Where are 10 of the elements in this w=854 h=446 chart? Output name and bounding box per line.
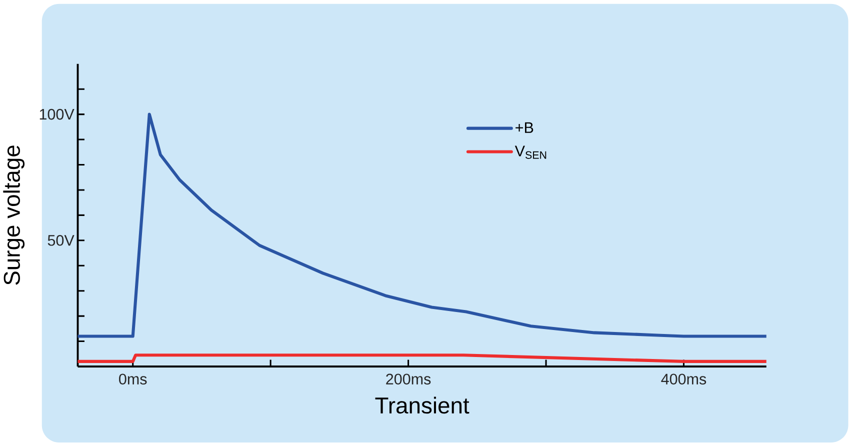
y-tick-label: 100V — [40, 108, 74, 120]
legend-label: V$_{SEN}$ — [514, 146, 546, 159]
line-series — [78, 112, 766, 338]
x-tick-label: 0ms — [119, 374, 147, 384]
x-tick-label: 200ms — [386, 374, 431, 384]
x-tick-label: 400ms — [661, 374, 706, 384]
y-tick-label: 50V — [48, 234, 74, 246]
x-axis-title: Transient — [375, 396, 470, 414]
legend-label: +B — [516, 122, 534, 133]
y-axis-title: Surge voltage — [3, 145, 25, 285]
